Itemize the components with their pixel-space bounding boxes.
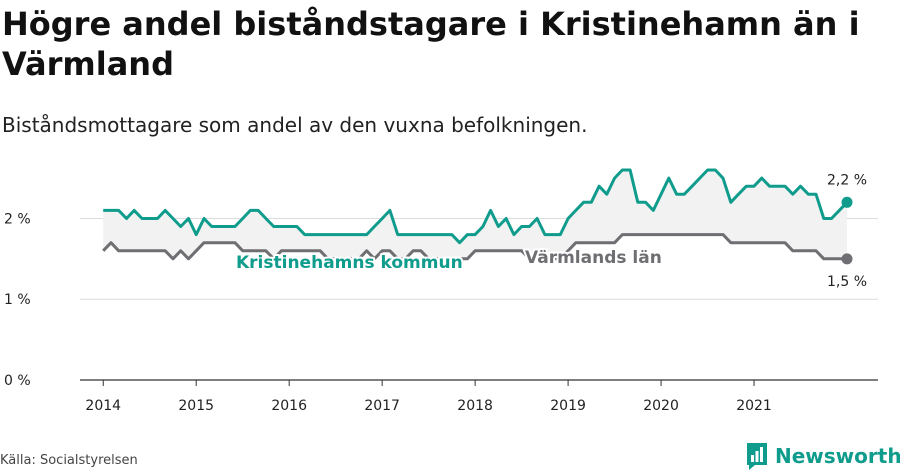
x-tick-label: 2014 (85, 398, 121, 414)
x-tick-label: 2020 (643, 398, 679, 414)
x-tick-label: 2018 (457, 398, 493, 414)
chart-title: Högre andel biståndstagare i Kristineham… (2, 5, 860, 83)
y-tick-label: 0 % (4, 373, 31, 389)
series-end-label-varmland: 1,5 % (827, 274, 867, 290)
newsworthy-logo-icon (747, 443, 767, 470)
series-label-kristinehamn: Kristinehamns kommun (236, 253, 463, 273)
x-tick-label: 2017 (364, 398, 400, 414)
series-line-varmland (102, 233, 847, 261)
y-tick-label: 1 % (4, 292, 31, 308)
series-end-point-kristinehamn (841, 196, 853, 208)
brand-logo: Newsworthy (745, 440, 900, 472)
brand-name: Newsworthy (775, 444, 900, 468)
x-tick-label: 2021 (736, 398, 772, 414)
x-tick-label: 2019 (550, 398, 586, 414)
x-tick-label: 2016 (271, 398, 307, 414)
y-tick-label: 2 % (4, 211, 31, 227)
x-tick-label: 2015 (178, 398, 214, 414)
series-label-varmland: Värmlands län (525, 248, 662, 268)
series-end-point-varmland (841, 253, 853, 265)
source-note: Källa: Socialstyrelsen (0, 453, 138, 468)
chart-subtitle: Biståndsmottagare som andel av den vuxna… (2, 113, 588, 137)
series-difference-band (103, 170, 847, 259)
line-chart: 0 % 1 % 2 % 2014 2015 2016 2017 2018 2019 2020 202… (4, 168, 878, 414)
series-end-label-kristinehamn: 2,2 % (827, 172, 867, 188)
series-line-kristinehamn (103, 168, 849, 245)
